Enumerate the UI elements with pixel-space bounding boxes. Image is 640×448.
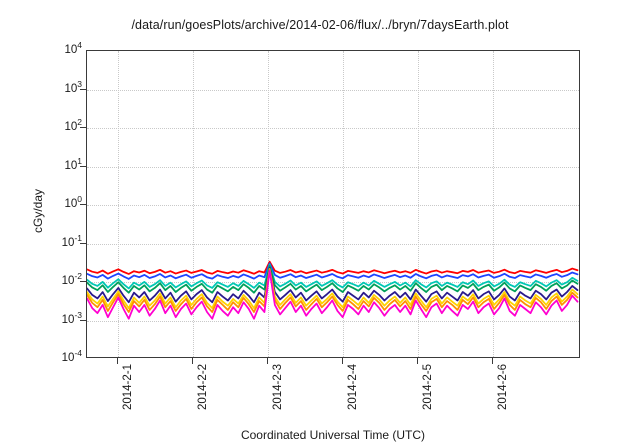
gridline-horizontal [87,282,579,283]
data-series-line [87,268,579,313]
x-tick-label: 2014-2-1 [122,364,135,411]
y-tick-mark [80,127,86,128]
gridline-vertical [492,51,494,357]
x-tick-mark [267,358,269,364]
x-tick-label: 2014-2-5 [421,364,434,411]
x-tick-mark [192,358,194,364]
gridline-horizontal [87,166,579,168]
gridline-vertical [268,51,270,357]
x-tick-label: 2014-2-2 [197,364,210,411]
x-tick-mark [117,358,119,364]
x-tick-mark [416,358,418,364]
data-series-line [87,268,579,309]
y-tick-label: 102 [64,117,82,133]
x-tick-label: 2014-2-3 [272,364,285,411]
gridline-horizontal [87,320,579,322]
y-tick-label: 10-4 [61,348,82,364]
y-tick-mark [80,242,86,244]
gridline-horizontal [87,243,579,245]
y-tick-mark [80,204,86,205]
gridline-vertical [118,51,120,357]
y-tick-mark [80,281,86,282]
x-tick-mark [341,358,343,364]
y-tick-label: 10-2 [61,271,82,287]
gridline-horizontal [87,205,579,206]
y-tick-label: 10-1 [61,232,82,249]
data-series-line [87,263,579,290]
gridline-vertical [193,51,195,357]
y-tick-mark [80,88,86,90]
plot-title: /data/run/goesPlots/archive/2014-02-06/f… [131,18,509,32]
data-series-line [87,265,579,294]
x-tick-label: 2014-2-4 [346,364,359,411]
x-axis-label: Coordinated Universal Time (UTC) [240,428,426,442]
data-series-line [87,262,579,280]
data-series-line [87,260,579,275]
data-series-canvas [87,260,579,320]
y-tick-label: 10-3 [61,309,82,326]
y-tick-label: 101 [64,155,82,172]
gridline-vertical [417,51,419,357]
y-axis-ticks: 10-4 10-3 10-2 10-1 100 101 102 103 104 [30,41,82,364]
data-series-line [87,266,579,304]
gridline-vertical [342,51,344,357]
y-tick-mark [80,165,86,167]
x-tick-mark [491,358,493,364]
x-tick-label: 2014-2-6 [496,364,509,411]
y-tick-label: 104 [64,40,82,56]
y-axis-label: cGy/day [31,189,45,234]
y-tick-label: 100 [64,194,82,210]
y-tick-label: 103 [64,78,82,95]
x-axis-ticks: 2014-2-1 2014-2-2 2014-2-3 2014-2-4 2014-2-5… [86,358,580,428]
y-tick-mark [80,319,86,321]
plot-axes [86,50,580,358]
gridline-horizontal [87,89,579,91]
data-series-line [87,269,579,320]
gridline-horizontal [87,128,579,129]
